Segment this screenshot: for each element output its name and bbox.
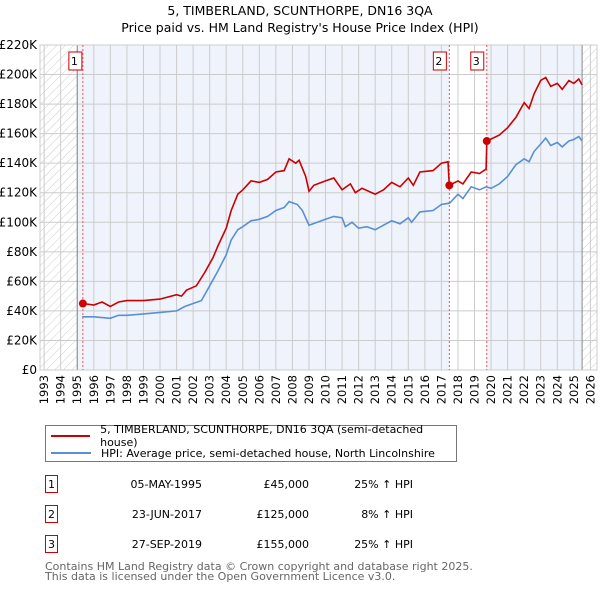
x-tick-label: 2018 [451, 375, 465, 404]
sale-point [445, 181, 454, 190]
x-tick-label: 2005 [236, 375, 250, 404]
x-tick-label: 2014 [385, 375, 399, 404]
x-tick-label: 2011 [335, 375, 349, 404]
sale-point [78, 299, 87, 308]
x-tick-label: 1995 [70, 375, 84, 404]
sale-label-box [470, 51, 485, 71]
x-tick-label: 2012 [352, 375, 366, 404]
y-tick-label: £20K [6, 333, 38, 347]
x-tick-label: 1998 [120, 375, 134, 404]
x-tick-label: 2015 [401, 375, 415, 404]
x-tick-label: 1999 [136, 375, 150, 404]
sale-hpi: 8% ↑ HPI [361, 508, 413, 521]
hatched-region-before [40, 45, 78, 370]
y-tick-label: £180K [0, 97, 38, 111]
x-tick-label: 2024 [550, 375, 564, 404]
x-tick-label: 2022 [517, 375, 531, 404]
x-tick-label: 2023 [534, 375, 548, 404]
x-tick-label: 2003 [203, 375, 217, 404]
sale-point [482, 137, 491, 146]
chart-subtitle: Price paid vs. HM Land Registry's House … [121, 20, 479, 35]
footer-copyright: Contains HM Land Registry data © Crown c… [45, 560, 473, 573]
price-chart: 1993 1994 1995 1996 1997 1998 1999 2000 2001 2002… [0, 38, 598, 404]
x-tick-label: 2017 [434, 375, 448, 404]
sale-label: 3 [473, 55, 480, 68]
chart-title: 5, TIMBERLAND, SCUNTHORPE, DN16 3QA [167, 3, 433, 18]
x-tick-label: 2026 [583, 375, 597, 404]
sale-marker-1: 1 [45, 475, 58, 493]
y-tick-label: £160K [0, 127, 38, 141]
y-tick-label: £120K [0, 186, 38, 200]
legend-swatch-property [51, 435, 91, 437]
x-tick-label: 2021 [501, 375, 515, 404]
x-tick-label: 2001 [170, 375, 184, 404]
x-tick-label: 1993 [37, 375, 51, 404]
x-tick-label: 2006 [252, 375, 266, 404]
plot-border [39, 44, 598, 371]
hatched-region-after [582, 45, 597, 370]
shaded-period [77, 45, 450, 370]
x-tick-label: 2007 [269, 375, 283, 404]
sale-marker-3: 3 [45, 535, 58, 553]
legend: 5, TIMBERLAND, SCUNTHORPE, DN16 3QA (sem… [45, 423, 457, 462]
sale-price: £125,000 [256, 508, 310, 521]
x-tick-label: 2016 [418, 375, 432, 404]
x-tick-label: 2019 [468, 375, 482, 404]
y-tick-label: £60K [6, 274, 38, 288]
sale-hpi: 25% ↑ HPI [354, 478, 413, 491]
x-tick-label: 2025 [567, 375, 581, 404]
sale-row: 1 05-MAY-1995 £45,000 25% ↑ HPI [45, 475, 413, 495]
x-tick-label: 2009 [302, 375, 316, 404]
legend-label-property: 5, TIMBERLAND, SCUNTHORPE, DN16 3QA (sem… [100, 423, 424, 449]
y-tick-label: £100K [0, 215, 38, 229]
x-tick-label: 2010 [319, 375, 333, 404]
y-tick-label: £0 [22, 363, 37, 377]
sale-date: 27-SEP-2019 [131, 538, 202, 551]
sale-row: 3 27-SEP-2019 £155,000 25% ↑ HPI [45, 535, 413, 555]
sale-label: 2 [435, 55, 442, 68]
sale-date: 05-MAY-1995 [130, 478, 202, 491]
footer-licence: This data is licensed under the Open Gov… [45, 570, 396, 583]
y-tick-label: £220K [0, 38, 38, 52]
hpi-series-line [82, 135, 583, 320]
legend-swatch-hpi [51, 452, 91, 454]
y-tick-label: £140K [0, 156, 38, 170]
x-tick-label: 1997 [103, 375, 117, 404]
sale-date: 23-JUN-2017 [131, 508, 202, 521]
y-tick-label: £80K [6, 245, 38, 259]
property-series-line [82, 76, 583, 308]
sale-label: 1 [71, 55, 78, 68]
sale-hpi: 25% ↑ HPI [354, 538, 413, 551]
sale-price: £155,000 [256, 538, 310, 551]
y-tick-label: £40K [6, 304, 38, 318]
x-tick-label: 1996 [87, 375, 101, 404]
sale-label-box [68, 51, 83, 71]
x-tick-label: 2008 [285, 375, 299, 404]
x-tick-label: 2004 [219, 375, 233, 404]
shaded-period [486, 45, 583, 370]
x-tick-label: 2002 [186, 375, 200, 404]
legend-label-hpi: HPI: Average price, semi-detached house,… [101, 446, 435, 460]
x-tick-label: 2020 [484, 375, 498, 404]
sale-marker-2: 2 [45, 505, 58, 523]
sale-row: 2 23-JUN-2017 £125,000 8% ↑ HPI [45, 505, 413, 525]
x-tick-label: 2000 [153, 375, 167, 404]
y-tick-label: £200K [0, 68, 38, 82]
x-tick-label: 2013 [368, 375, 382, 404]
sale-label-box [432, 51, 447, 71]
sale-price: £45,000 [263, 478, 310, 491]
x-tick-label: 1994 [54, 375, 68, 404]
